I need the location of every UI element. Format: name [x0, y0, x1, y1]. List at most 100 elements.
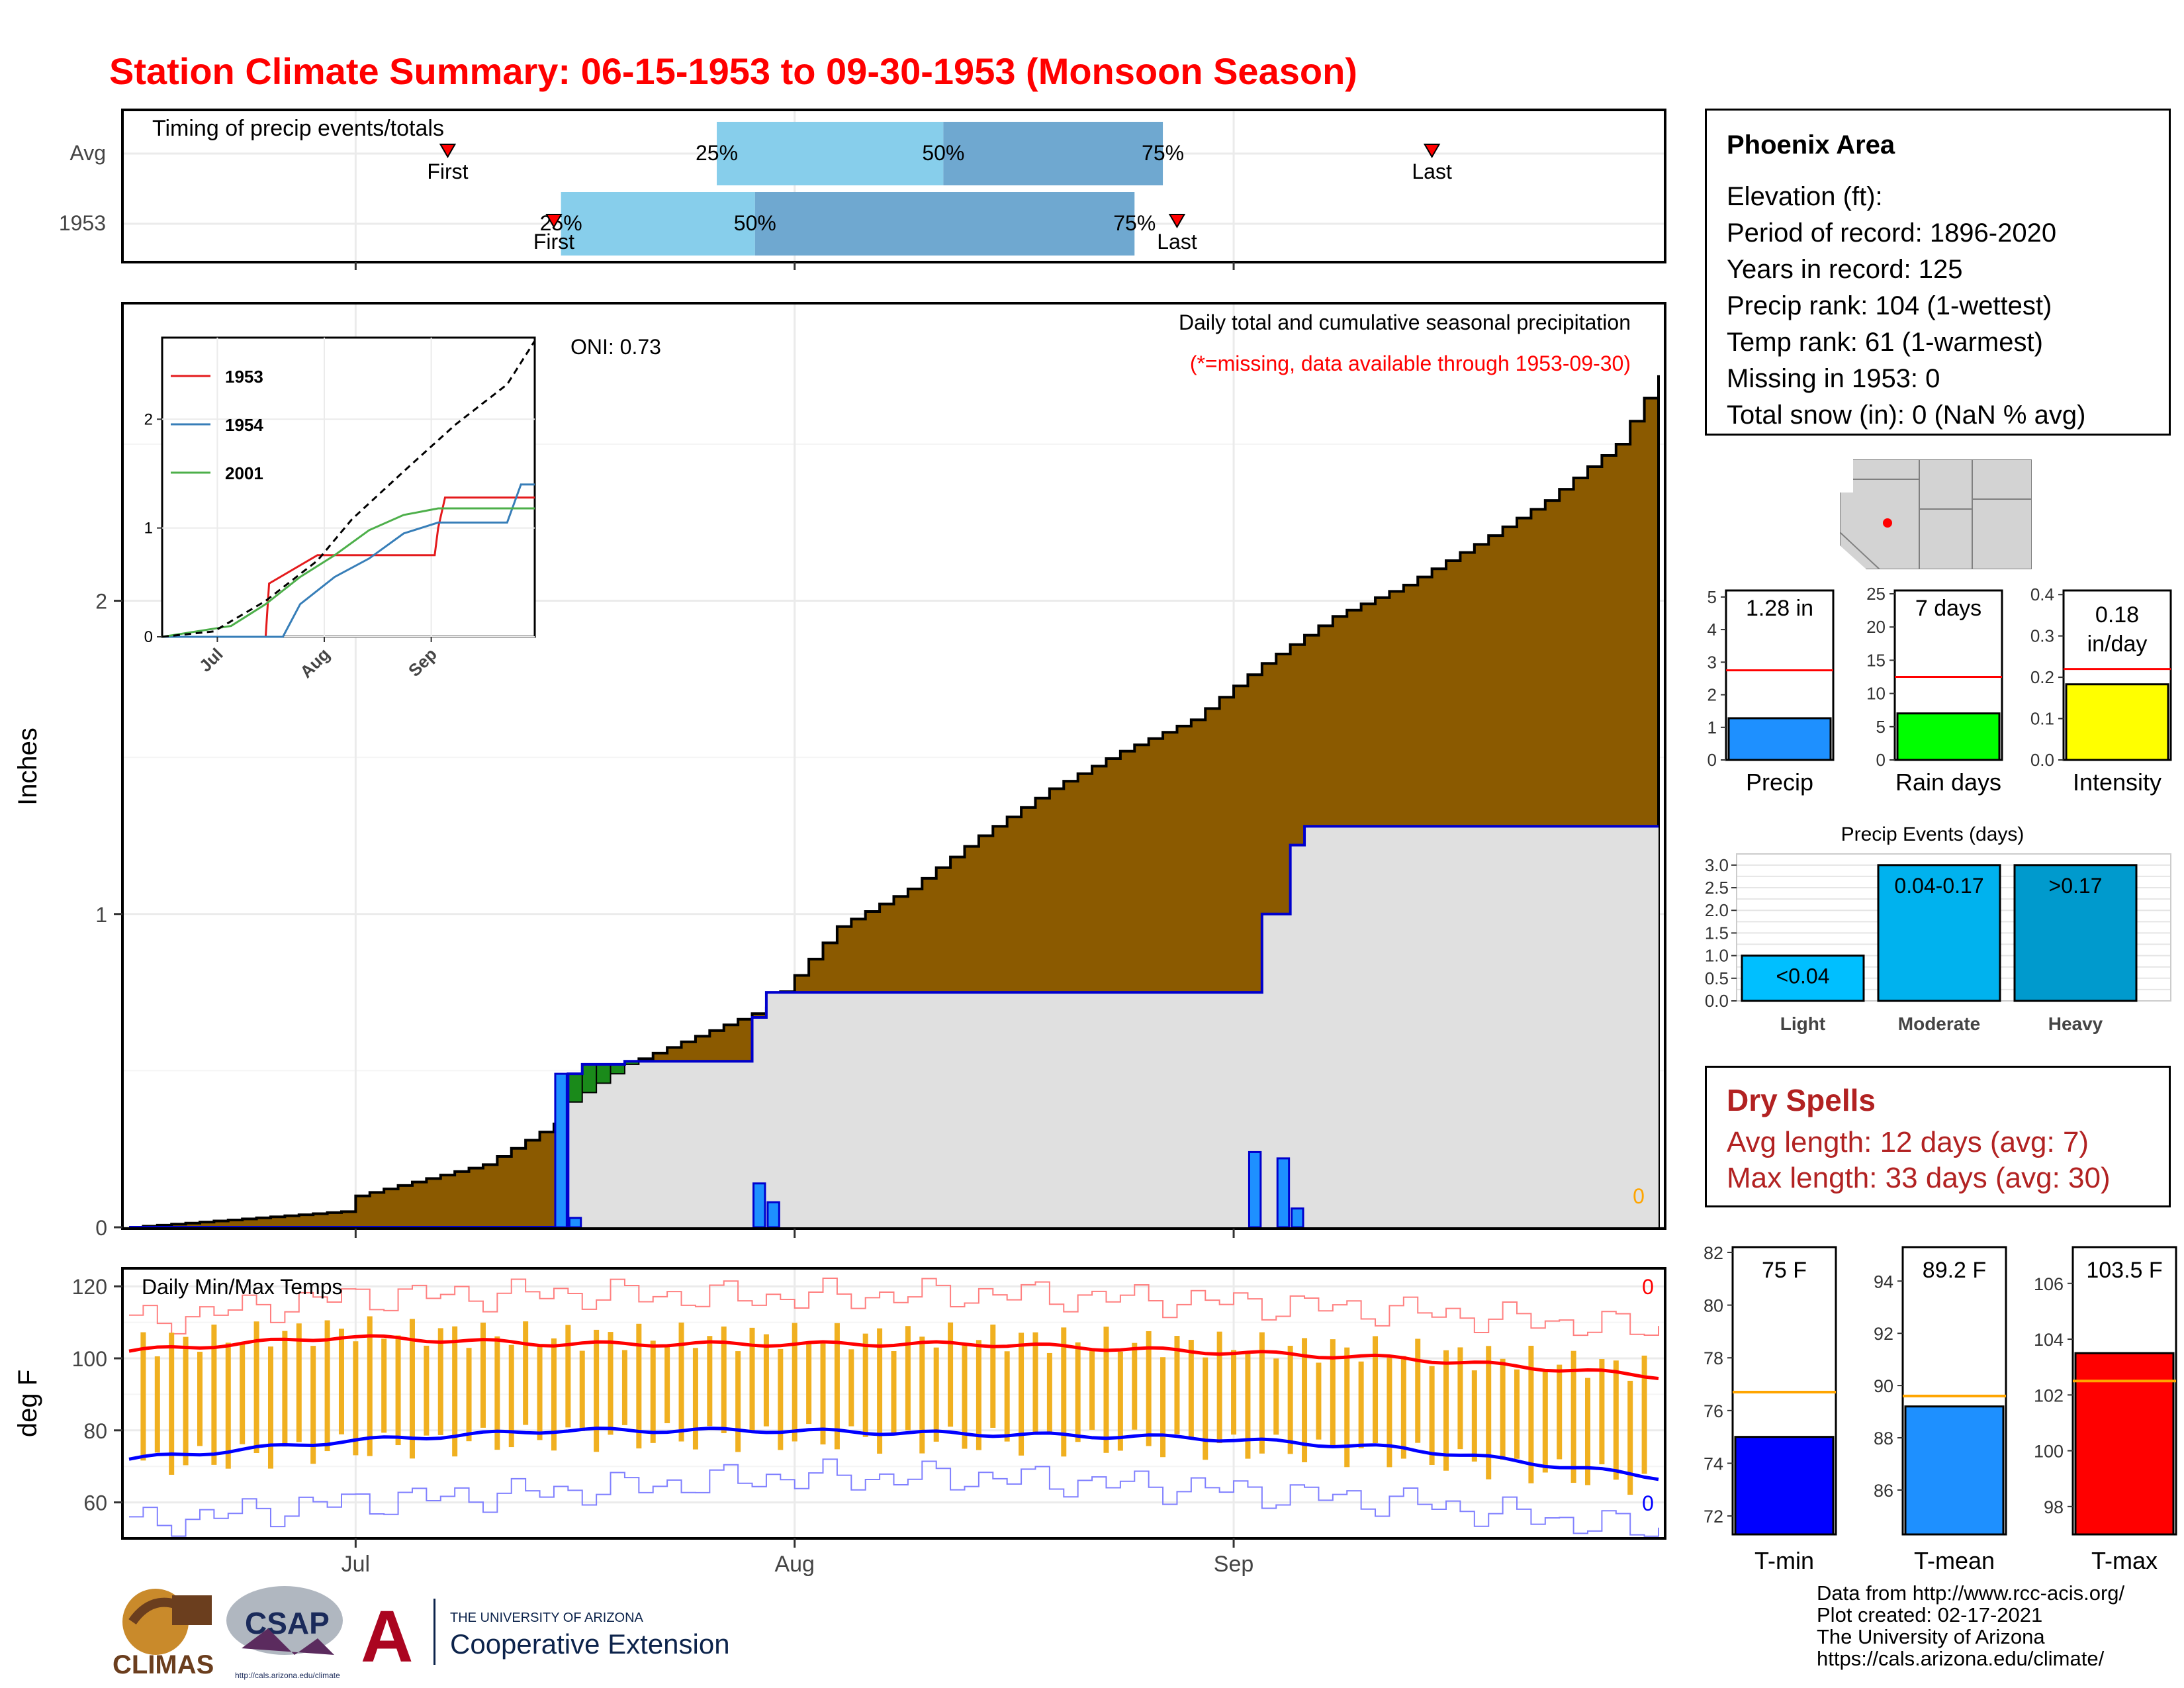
daily-temp-bar [1400, 1356, 1406, 1459]
timing-pct-label: 75% [1113, 211, 1156, 235]
events-ytick-label: 1.0 [1705, 946, 1729, 966]
last-marker-label: Last [1157, 230, 1197, 254]
inset-legend-label: 1954 [225, 415, 263, 435]
daily-temp-bar [1188, 1340, 1194, 1439]
precip-panel: 0 1 2 Daily total and cumulative seasonal … [13, 302, 1666, 1240]
daily-temp-bar [494, 1336, 500, 1450]
inset-line-1953 [162, 496, 535, 638]
temp-value-bar [1734, 1436, 1835, 1536]
daily-temp-bar [608, 1332, 614, 1435]
daily-temp-bar [240, 1342, 246, 1444]
daily-temp-bar [877, 1328, 883, 1454]
daily-temp-bar [1514, 1369, 1520, 1459]
daily-temp-bar [537, 1346, 543, 1440]
daily-temp-bar [862, 1333, 868, 1437]
daily-temp-bar [565, 1325, 571, 1428]
mini-ytick-label: 3 [1707, 652, 1717, 672]
daily-temp-bar [806, 1342, 812, 1425]
events-ytick-label: 0.0 [1705, 991, 1729, 1011]
year-cumulative-area [129, 826, 1659, 1227]
daily-temp-bar [1613, 1360, 1619, 1480]
events-title: Precip Events (days) [1841, 823, 2025, 845]
last-marker [1423, 144, 1441, 158]
timing-label: Timing of precip events/totals [152, 116, 444, 141]
daily-temp-bar [763, 1334, 769, 1427]
temp-bar-ytick-label: 92 [1874, 1324, 1893, 1344]
dry-spells-title: Dry Spells [1727, 1083, 1876, 1117]
mini-value-label: 0.18 [2095, 602, 2139, 628]
daily-temp-bar [1061, 1327, 1067, 1457]
first-marker-label: First [533, 230, 574, 254]
mini-bar-1: 0 5 10 15 20 25 7 days Rain days [1866, 584, 2003, 796]
csap-url: http://cals.arizona.edu/climate [235, 1671, 340, 1680]
temp-bar-ytick-label: 90 [1874, 1376, 1893, 1396]
credit-line: Data from http://www.rcc-acis.org/ [1817, 1581, 2125, 1605]
daily-temp-bar [1117, 1351, 1123, 1451]
daily-temp-bar [1344, 1347, 1350, 1468]
daily-temp-bar [508, 1344, 514, 1448]
record-min-line [129, 1458, 1659, 1537]
daily-temp-bar [834, 1323, 840, 1450]
daily-temp-bar [1273, 1358, 1279, 1435]
timing-bar-q2-q3 [943, 122, 1163, 185]
inset-ytick-label: 0 [144, 628, 153, 646]
daily-temp-bar [1046, 1352, 1052, 1434]
inset-legend-label: 1953 [225, 367, 263, 387]
temp-ytick-label: 80 [83, 1419, 107, 1443]
ua-letter: A [361, 1596, 413, 1677]
page-title: Station Climate Summary: 06-15-1953 to 0… [109, 50, 1357, 92]
daily-temp-bar [267, 1346, 273, 1469]
daily-temp-bar [933, 1347, 939, 1442]
mini-ytick-label: 5 [1707, 587, 1717, 607]
precip-ytick-label: 0 [95, 1216, 107, 1240]
daily-temp-bar [594, 1329, 600, 1452]
daily-temp-bar [1627, 1380, 1633, 1495]
inset-ytick-label: 2 [144, 410, 153, 428]
temp-bar-label: T-mean [1914, 1547, 1995, 1574]
daily-temp-bar [1146, 1331, 1152, 1446]
daily-temp-bar [778, 1348, 784, 1450]
temp-bar-ytick-label: 80 [1704, 1296, 1723, 1316]
daily-temp-bar [211, 1325, 217, 1465]
ua-logo: A THE UNIVERSITY OF ARIZONA Cooperative … [361, 1596, 730, 1677]
daily-temp-bar [282, 1331, 288, 1447]
precip-caption: Daily total and cumulative seasonal prec… [1179, 310, 1631, 334]
daily-temp-bar [678, 1322, 684, 1442]
timing-row-avg: Avg [69, 141, 106, 165]
mini-value-label: 1.28 in [1746, 596, 1813, 621]
first-marker [439, 144, 457, 158]
inset-legend-label: 2001 [225, 463, 263, 483]
mini-bar-0: 0 1 2 3 4 5 1.28 in Precip [1707, 587, 1835, 796]
last-marker-label: Last [1412, 160, 1452, 183]
daily-temp-bar [891, 1350, 897, 1433]
mini-value-label: in/day [2087, 632, 2148, 657]
daily-temp-bar [1245, 1352, 1251, 1459]
temp-bar-ytick-label: 100 [2034, 1442, 2064, 1462]
oni-value: ONI: 0.73 [570, 335, 661, 359]
climas-logo: CLIMAS [113, 1589, 214, 1679]
daily-temp-bar [579, 1350, 585, 1431]
temp-value-label: 89.2 F [1923, 1258, 1986, 1283]
daily-temp-bar [1486, 1346, 1492, 1479]
daily-temp-bar [1599, 1359, 1605, 1465]
station-precip-rank: Precip rank: 104 (1-wettest) [1727, 291, 2052, 320]
mini-bar-charts: 0 1 2 3 4 5 1.28 in Precip 0 5 10 15 20 25 7 days Rain … [1707, 584, 2172, 796]
daily-temp-bar [154, 1356, 160, 1453]
timing-bar-q2-q3 [754, 192, 1135, 256]
temp-xtick-label: Sep [1214, 1552, 1254, 1577]
mini-ytick-label: 0.3 [2030, 626, 2054, 646]
daily-temp-bar [1075, 1342, 1081, 1442]
station-elevation: Elevation (ft): [1727, 182, 1883, 211]
mini-ytick-label: 0.2 [2030, 667, 2054, 687]
credit-line: https://cals.arizona.edu/climate/ [1817, 1647, 2105, 1670]
daily-temp-bar [1330, 1339, 1336, 1448]
daily-temp-bar [1373, 1336, 1379, 1443]
temp-bar-ytick-label: 72 [1704, 1507, 1723, 1526]
csap-text: CSAP [245, 1606, 330, 1640]
mini-ytick-label: 15 [1866, 650, 1886, 670]
daily-temp-bar [310, 1346, 316, 1464]
events-ytick-label: 2.0 [1705, 900, 1729, 920]
location-map [1840, 459, 2032, 569]
daily-temp-bar [1429, 1366, 1435, 1466]
missing-max: 0 [1642, 1275, 1654, 1299]
